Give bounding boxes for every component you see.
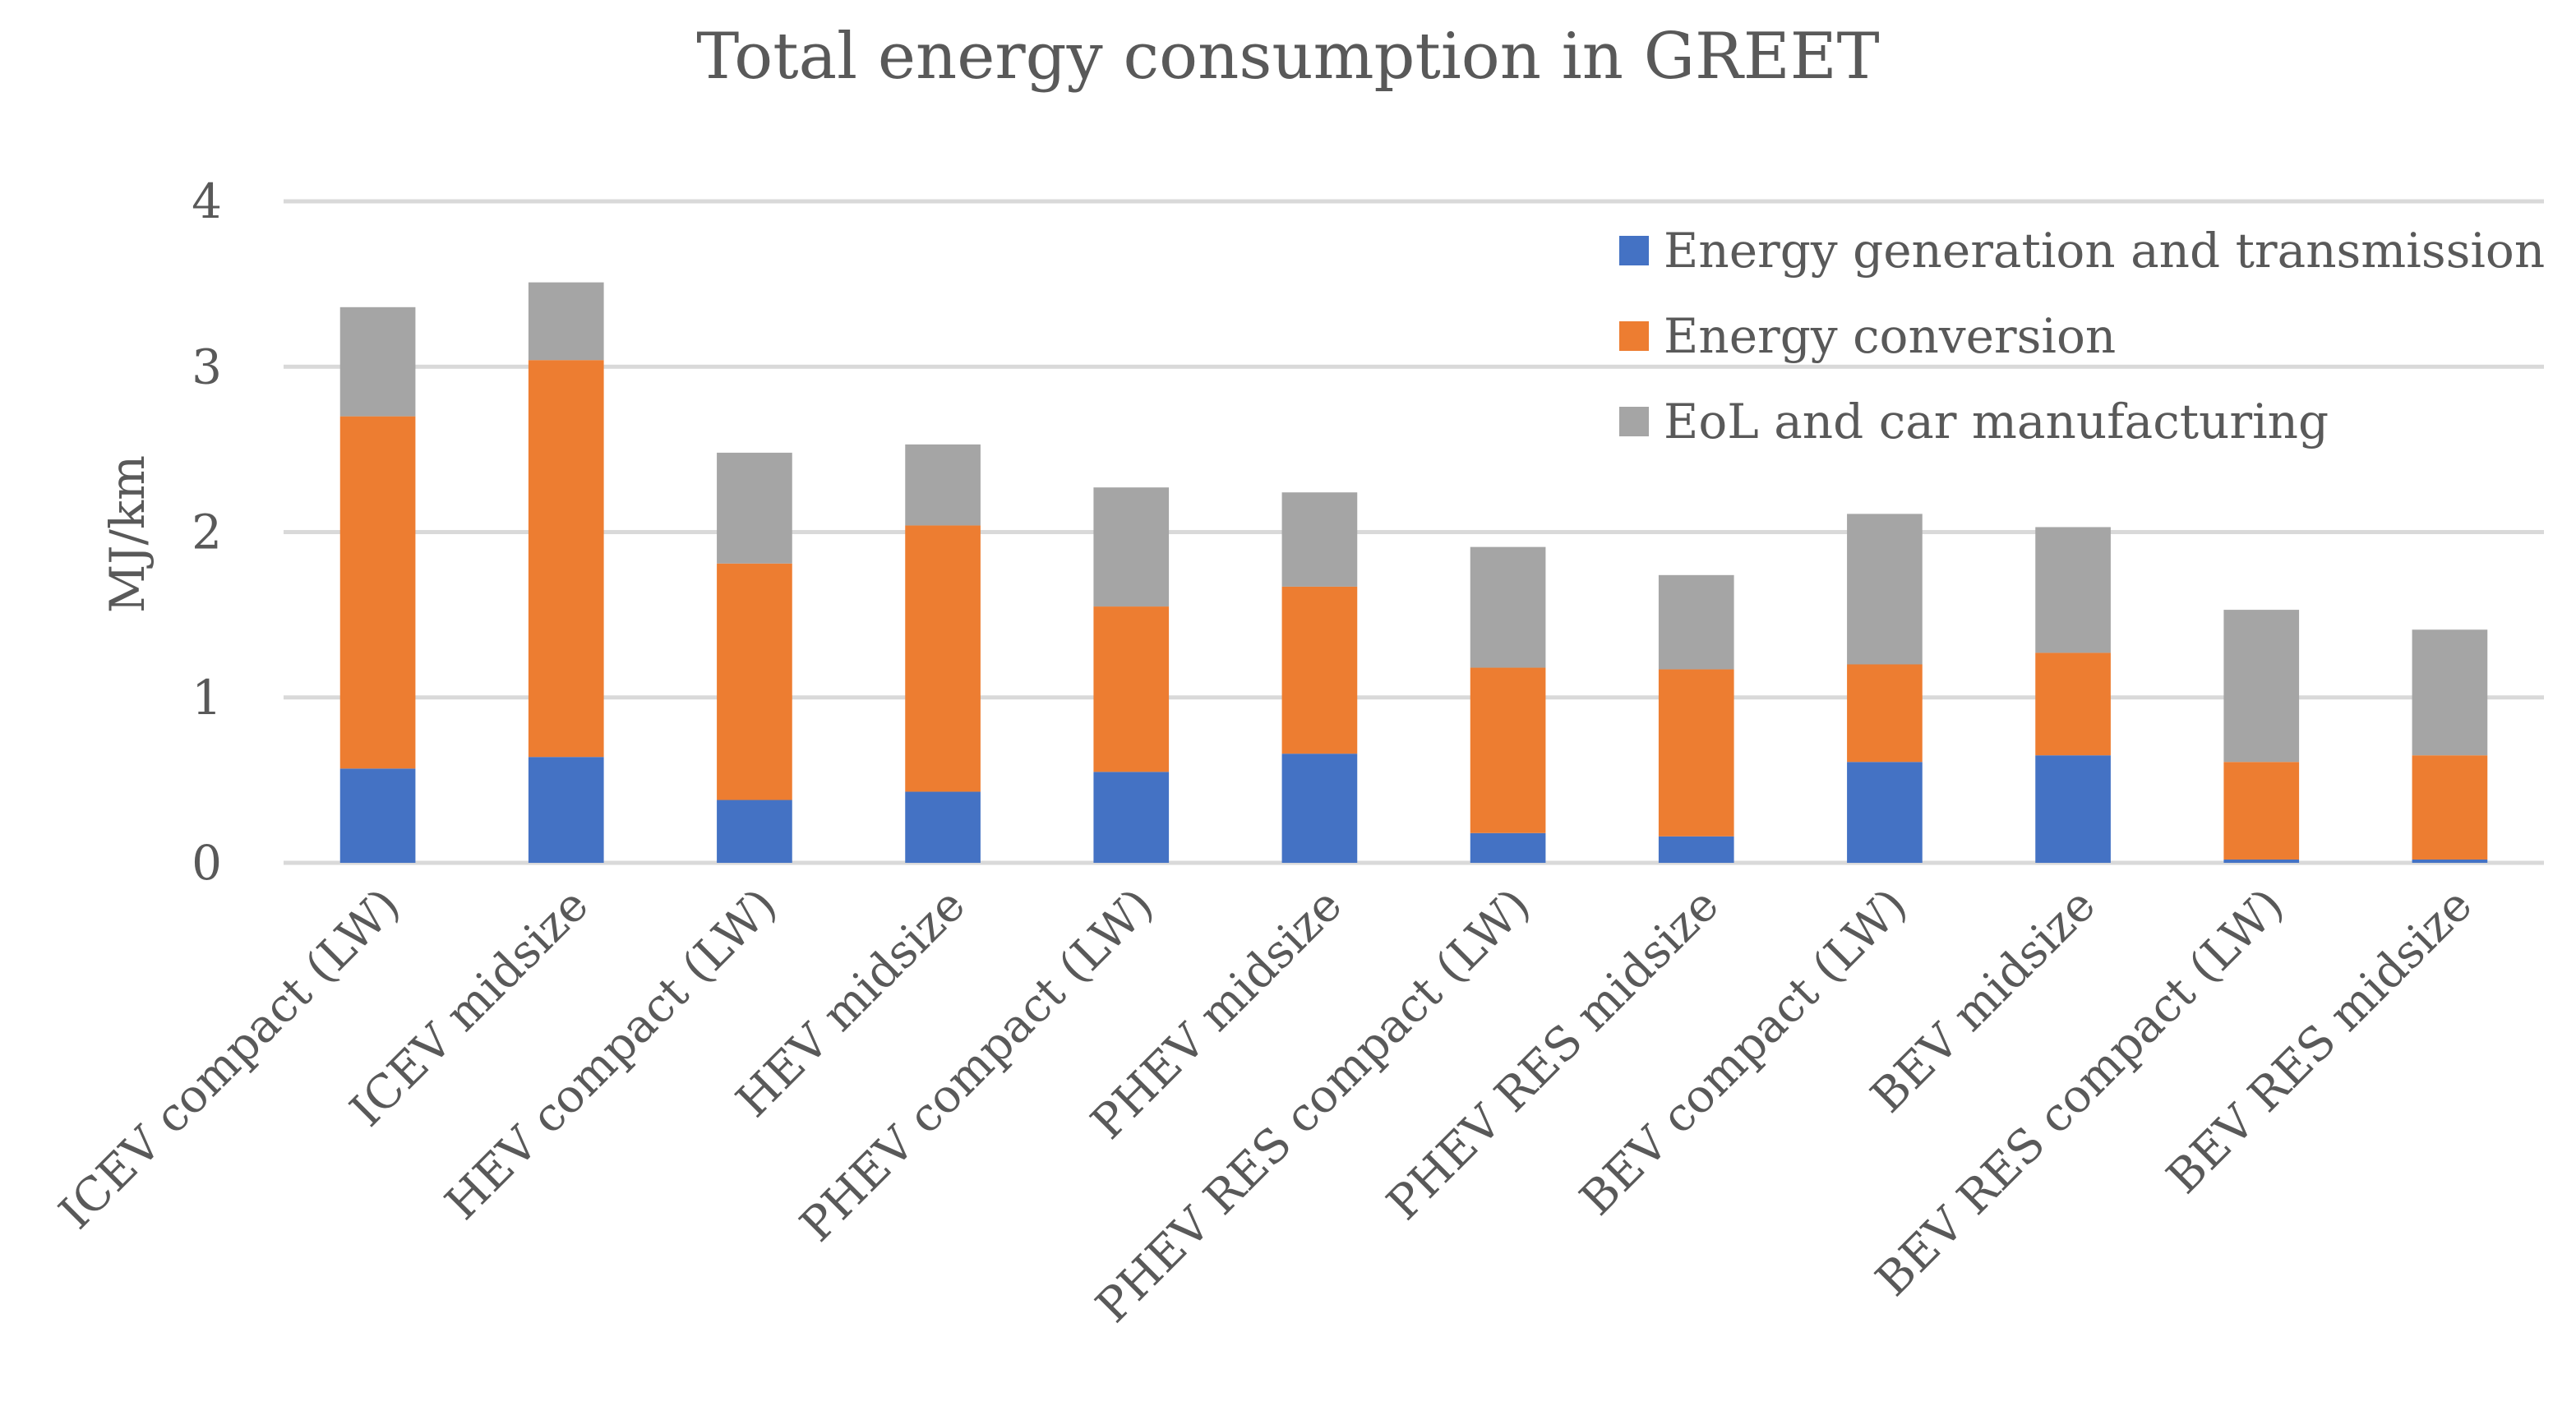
bar-6-series-2 [1470, 546, 1546, 668]
bar-4-series-0 [1093, 772, 1170, 863]
legend-swatch-1 [1619, 321, 1649, 351]
y-axis-ticks: 0 1 2 3 4 [192, 173, 222, 891]
x-tick-label-7: PHEV RES midsize [1377, 878, 1729, 1231]
bar-0-series-2 [339, 307, 416, 417]
legend-swatch-2 [1619, 407, 1649, 436]
y-tick-label-4: 4 [192, 173, 222, 229]
legend-label-1: Energy conversion [1664, 308, 2116, 364]
bar-8-series-0 [1847, 762, 1923, 863]
bar-5-series-0 [1281, 754, 1358, 863]
bar-2-series-0 [717, 800, 792, 863]
x-tick-label-0: ICEV compact (LW) [49, 878, 411, 1240]
bar-1-series-2 [528, 282, 604, 361]
bar-3-series-2 [905, 444, 981, 526]
x-tick-label-2: HEV compact (LW) [436, 878, 787, 1230]
bar-1-series-1 [528, 360, 604, 758]
bar-2-series-2 [717, 452, 792, 564]
chart-title: Total energy consumption in GREET [696, 20, 1879, 94]
legend-label-2: EoL and car manufacturing [1664, 394, 2329, 449]
y-tick-label-1: 1 [192, 670, 222, 726]
bar-3-series-1 [905, 525, 981, 792]
bar-7-series-2 [1658, 574, 1734, 670]
legend: Energy generation and transmission Energy… [1619, 223, 2545, 449]
bar-0-series-1 [339, 416, 416, 769]
bar-4-series-1 [1093, 606, 1170, 772]
bar-0-series-0 [339, 768, 416, 863]
bar-5-series-1 [1281, 586, 1358, 754]
bar-11-series-2 [2412, 629, 2488, 756]
bar-11-series-0 [2412, 859, 2488, 863]
bars [339, 282, 2488, 863]
x-tick-label-8: BEV compact (LW) [1570, 878, 1918, 1226]
bar-10-series-2 [2223, 610, 2300, 763]
bar-1-series-0 [528, 757, 604, 863]
bar-9-series-0 [2035, 755, 2111, 863]
bar-2-series-1 [717, 563, 792, 800]
bar-11-series-1 [2412, 755, 2488, 860]
legend-label-0: Energy generation and transmission [1664, 223, 2545, 279]
y-tick-label-0: 0 [192, 835, 222, 891]
bar-4-series-2 [1093, 487, 1170, 607]
bar-10-series-1 [2223, 762, 2300, 860]
bar-8-series-2 [1847, 514, 1923, 665]
x-tick-label-11: BEV RES midsize [2157, 878, 2482, 1204]
bar-6-series-1 [1470, 667, 1546, 833]
bar-7-series-0 [1658, 836, 1734, 863]
bar-9-series-1 [2035, 652, 2111, 756]
y-axis-label: MJ/km [99, 455, 155, 613]
bar-8-series-1 [1847, 664, 1923, 763]
bar-6-series-0 [1470, 832, 1546, 863]
x-tick-label-4: PHEV compact (LW) [790, 878, 1164, 1252]
y-tick-label-2: 2 [192, 505, 222, 560]
bar-7-series-1 [1658, 669, 1734, 837]
bar-3-series-0 [905, 791, 981, 863]
grid-lines [284, 199, 2544, 865]
bar-10-series-0 [2223, 859, 2300, 863]
bar-5-series-2 [1281, 492, 1358, 587]
bar-9-series-2 [2035, 527, 2111, 653]
y-tick-label-3: 3 [192, 339, 222, 394]
legend-swatch-0 [1619, 236, 1649, 265]
